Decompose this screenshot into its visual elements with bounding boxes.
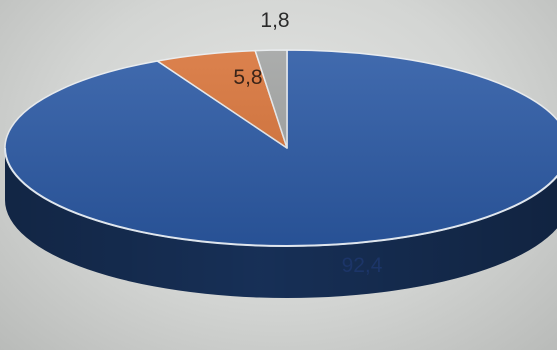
pie-side-layer [5, 148, 557, 298]
data-label-2: 1,8 [260, 9, 289, 32]
pie-top-shade [5, 50, 557, 246]
data-label-0: 92,4 [342, 254, 383, 277]
pie-rim [4, 147, 557, 247]
pie-top-layer [4, 49, 557, 247]
pie-label-layer: 92,4 5,8 1,8 [233, 9, 382, 277]
data-label-1: 5,8 [233, 66, 262, 89]
pie-side-shade-0 [5, 148, 557, 298]
